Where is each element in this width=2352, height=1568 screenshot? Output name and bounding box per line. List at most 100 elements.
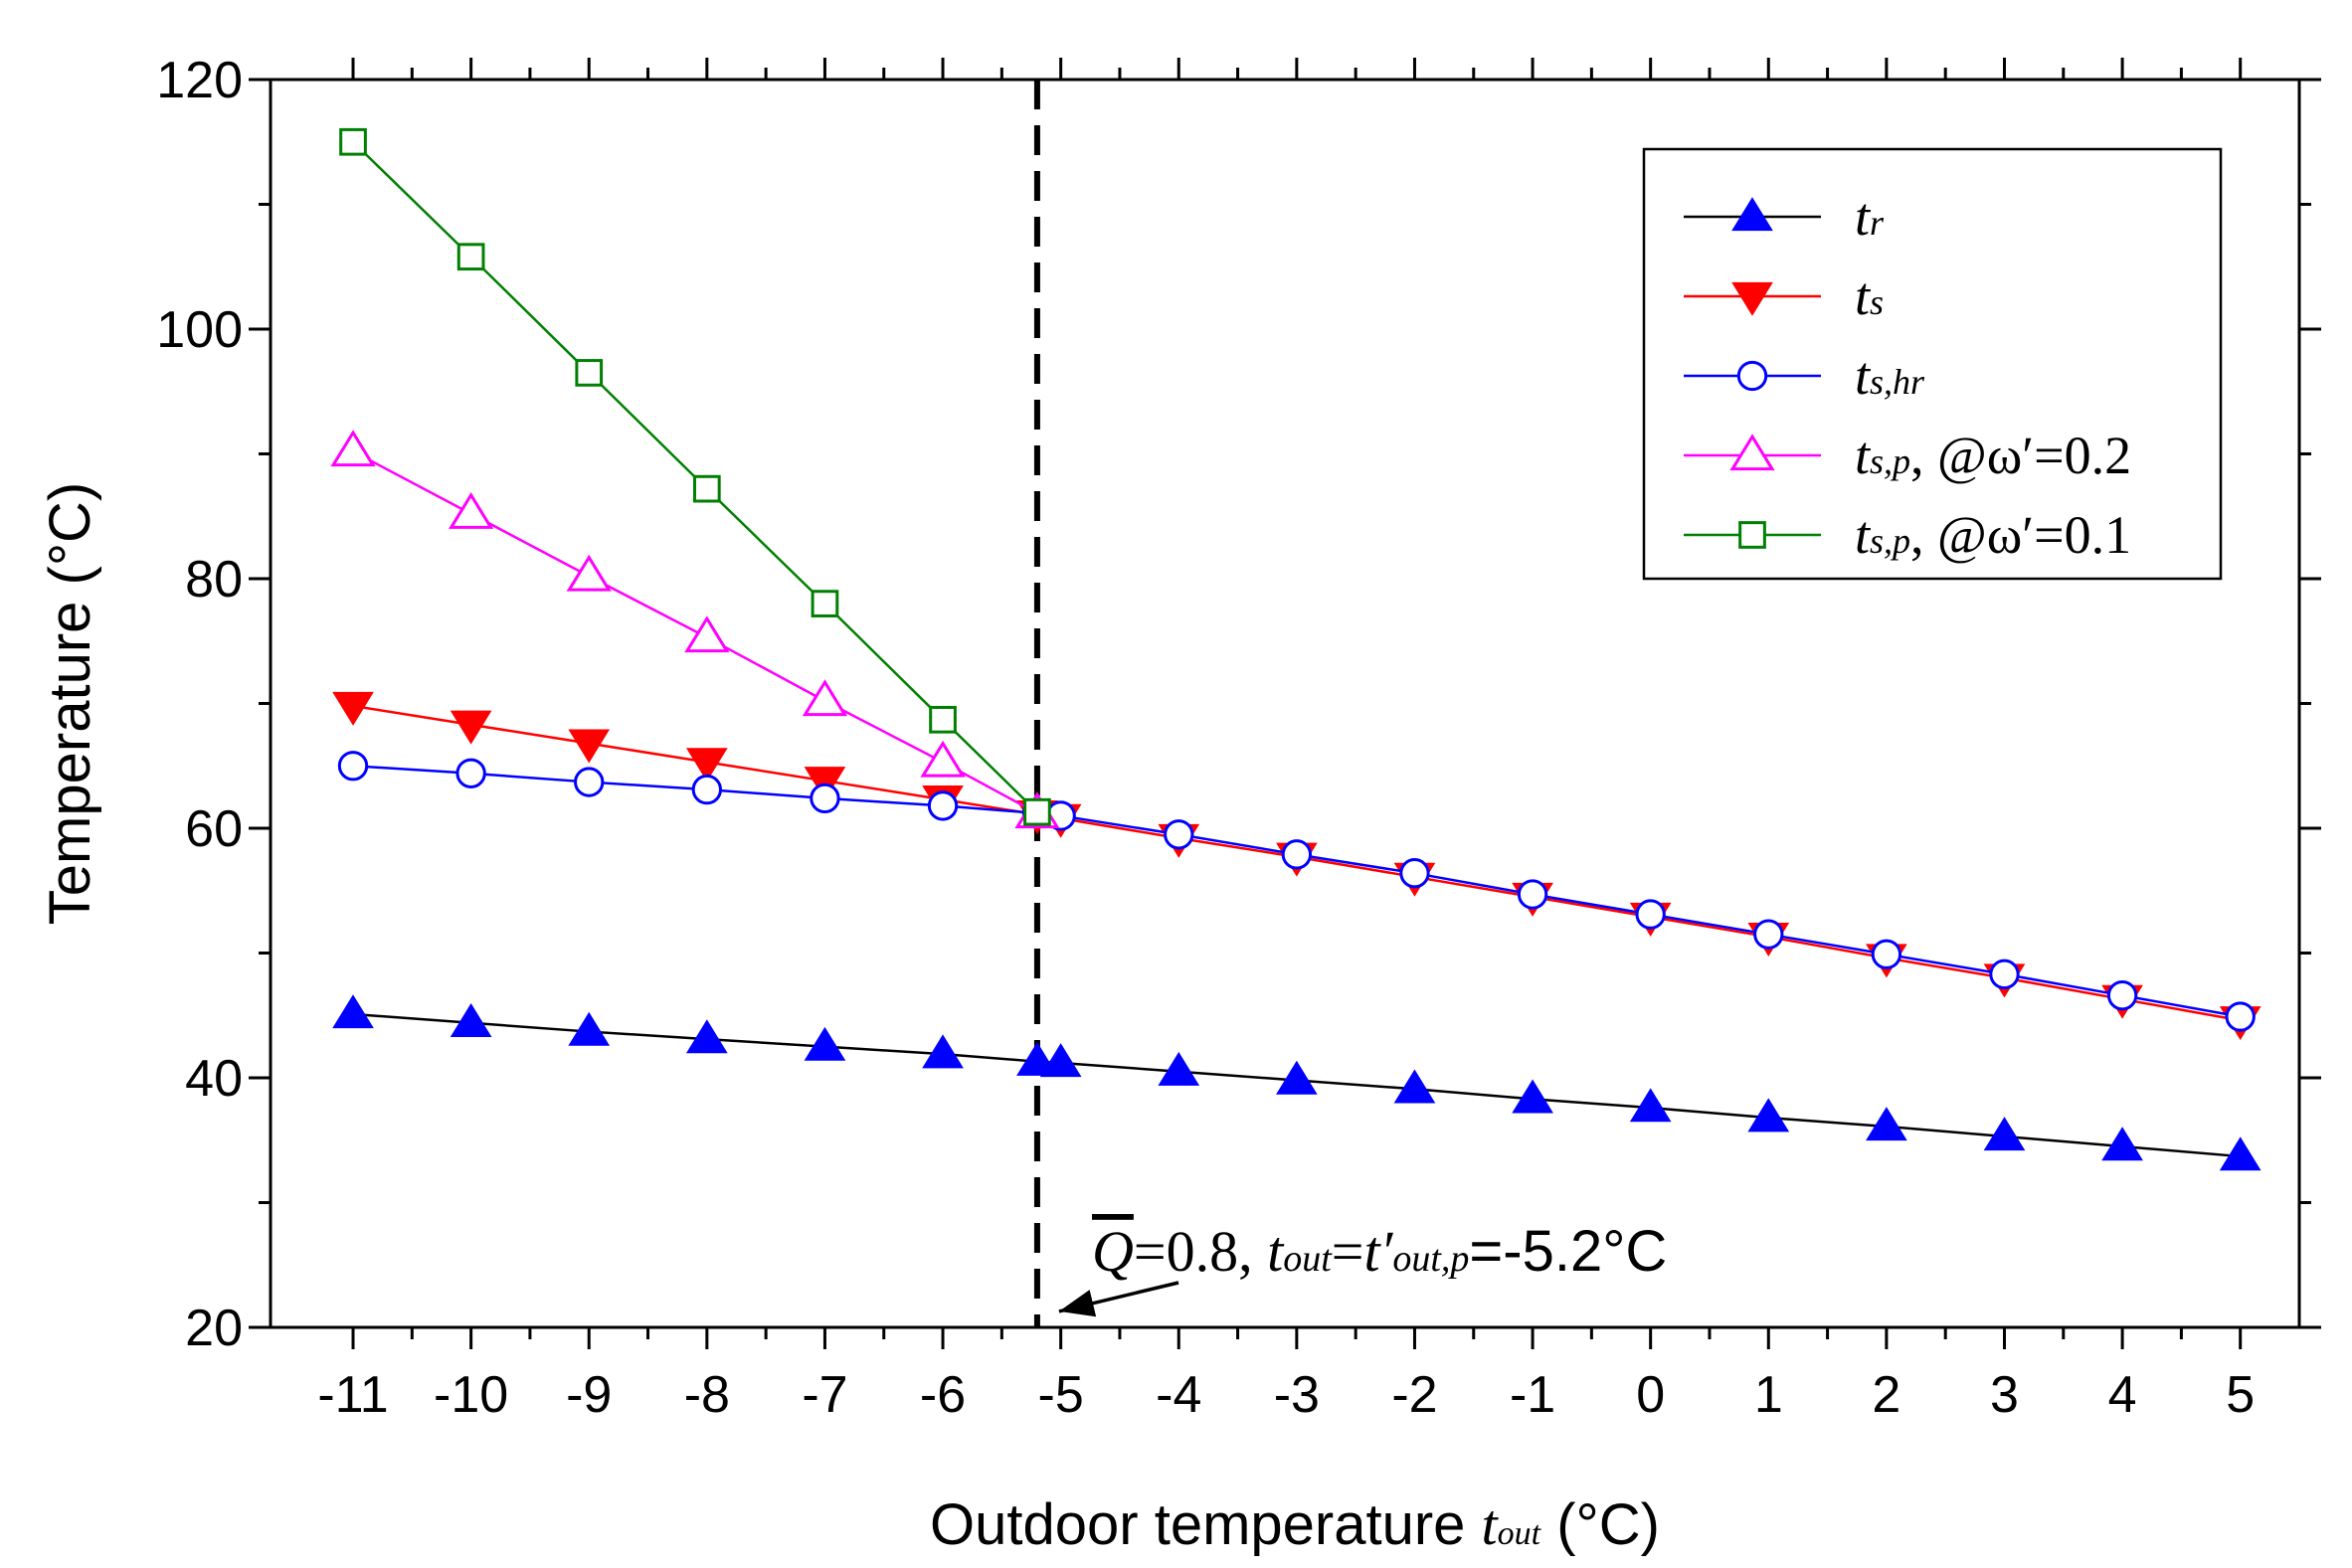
- data-point: [920, 740, 966, 778]
- x-tick-label: 3: [1990, 1366, 2019, 1424]
- legend-entry-2: ts,hr: [1684, 346, 1925, 406]
- data-point: [1635, 899, 1666, 930]
- data-point: [685, 1019, 728, 1054]
- data-point: [574, 767, 605, 797]
- data-point: [1399, 858, 1430, 889]
- data-point: [2225, 1001, 2256, 1032]
- y-tick-label: 60: [185, 800, 243, 858]
- data-point: [575, 359, 604, 387]
- x-tick-label: -10: [434, 1366, 508, 1424]
- legend-entry-1: ts: [1684, 266, 1884, 326]
- x-tick-label: -2: [1391, 1366, 1437, 1424]
- data-point: [802, 679, 848, 717]
- data-point: [566, 554, 612, 592]
- data-point: [337, 751, 369, 782]
- data-point: [691, 774, 723, 805]
- data-point: [810, 783, 840, 814]
- data-point: [455, 758, 486, 788]
- x-tick-label: -1: [1510, 1366, 1555, 1424]
- y-tick-label: 20: [185, 1300, 243, 1357]
- data-point: [332, 994, 374, 1029]
- data-point: [804, 1026, 846, 1061]
- x-tick-label: 2: [1872, 1366, 1900, 1424]
- legend-entry-3: ts,p, @ω′=0.2: [1684, 426, 2131, 485]
- data-point: [1158, 1051, 1200, 1086]
- legend-marker: [1738, 521, 1766, 549]
- legend-marker: [1731, 197, 1773, 232]
- data-point: [1512, 1079, 1553, 1114]
- legend-label: ts: [1855, 266, 1884, 326]
- data-point: [1281, 839, 1313, 870]
- x-axis-label: Outdoor temperature tout (°C): [930, 1492, 1660, 1557]
- data-point: [450, 710, 492, 745]
- x-tick-label: -9: [566, 1366, 612, 1424]
- data-point: [2219, 1136, 2262, 1171]
- data-point: [1164, 819, 1194, 850]
- legend-marker: [1729, 434, 1775, 471]
- data-point: [1629, 1088, 1672, 1123]
- data-point: [568, 729, 611, 764]
- data-point: [2101, 1127, 2143, 1161]
- data-point: [1276, 1060, 1318, 1095]
- legend-label: ts,p, @ω′=0.1: [1855, 505, 2131, 565]
- data-point: [1039, 1043, 1082, 1078]
- data-point: [927, 790, 959, 821]
- data-point: [684, 615, 730, 653]
- y-tick-label: 40: [185, 1050, 243, 1108]
- series-layer: [330, 127, 2262, 1171]
- y-tick-label: 100: [156, 301, 243, 359]
- data-point: [1983, 1117, 2026, 1151]
- data-point: [456, 243, 485, 271]
- data-point: [330, 430, 376, 467]
- x-tick-label: -5: [1038, 1366, 1084, 1424]
- annotation-text: Q=0.8, tout=t′out,p=-5.2°C: [1092, 1219, 1667, 1284]
- data-point: [1871, 939, 1902, 969]
- data-point: [1023, 797, 1051, 826]
- data-point: [448, 492, 494, 529]
- x-tick-label: 1: [1754, 1366, 1783, 1424]
- data-point: [332, 691, 374, 726]
- data-point: [2106, 979, 2138, 1011]
- data-point: [685, 748, 728, 783]
- annotation-arrow: [1058, 1281, 1179, 1317]
- x-tick-label: 0: [1636, 1366, 1665, 1424]
- data-point: [1517, 879, 1548, 910]
- legend-entry-4: ts,p, @ω′=0.1: [1684, 505, 2131, 565]
- series-4: [339, 127, 1051, 826]
- data-point: [450, 1002, 492, 1037]
- data-point: [929, 705, 957, 734]
- series-line: [352, 765, 2241, 1018]
- legend-entry-0: tr: [1684, 187, 1885, 247]
- data-point: [339, 127, 367, 156]
- data-point: [922, 1034, 964, 1069]
- legend: tr ts ts,hr ts,p, @ω′=0.2 ts,p, @ω′=0.1: [1642, 147, 2223, 581]
- x-tick-label: -6: [920, 1366, 966, 1424]
- series-line: [352, 704, 2241, 1022]
- legend-marker: [1731, 281, 1773, 316]
- legend-label: ts,p, @ω′=0.2: [1855, 426, 2131, 485]
- y-tick-label: 80: [185, 551, 243, 609]
- data-point: [1753, 919, 1784, 950]
- x-tick-label: -3: [1274, 1366, 1320, 1424]
- legend-marker: [1736, 360, 1768, 392]
- data-point: [692, 474, 721, 503]
- data-point: [1866, 1107, 1907, 1141]
- x-tick-label: -8: [684, 1366, 730, 1424]
- plot-frame-layer: [249, 58, 2321, 1349]
- x-tick-label: 4: [2108, 1366, 2137, 1424]
- x-tick-label: -11: [317, 1366, 388, 1424]
- y-tick-label: 120: [156, 52, 243, 109]
- x-tick-label: 5: [2226, 1366, 2255, 1424]
- legend-label: ts,hr: [1855, 346, 1925, 406]
- data-point: [568, 1011, 611, 1046]
- y-axis-label: Temperature (°C): [38, 482, 102, 925]
- data-point: [1393, 1069, 1436, 1104]
- data-point: [811, 590, 839, 617]
- series-2: [337, 751, 2256, 1032]
- x-tick-label: -4: [1156, 1366, 1201, 1424]
- series-line: [352, 1012, 2241, 1158]
- data-point: [1989, 958, 2020, 990]
- legend-label: tr: [1855, 187, 1885, 247]
